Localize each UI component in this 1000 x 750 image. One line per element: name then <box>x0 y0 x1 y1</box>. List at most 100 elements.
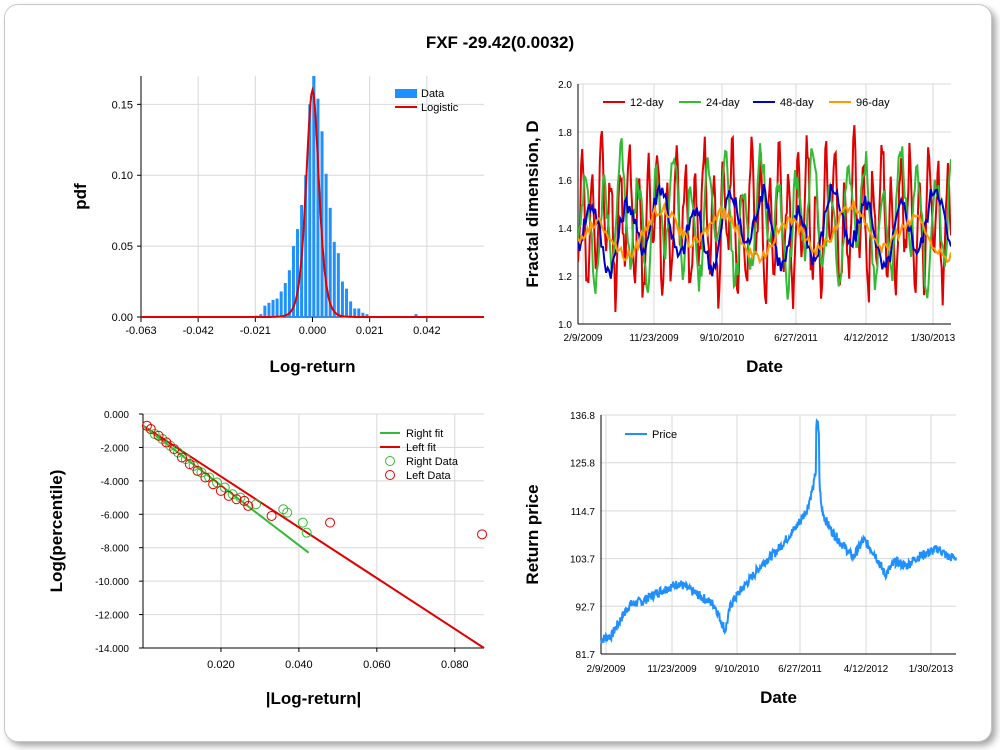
pdf-legend-swatch-data <box>395 89 417 98</box>
tail-point <box>145 424 156 435</box>
pdf-bar <box>283 282 287 317</box>
pdf-xtick-label: 0.042 <box>413 325 441 337</box>
pdf-bar <box>353 308 357 317</box>
price-line <box>600 417 957 644</box>
pdf-bar <box>340 281 344 317</box>
pdf-bar <box>316 98 320 318</box>
pdf-bar <box>275 298 279 317</box>
tail-fit-line <box>142 424 485 649</box>
tail-point <box>141 420 152 431</box>
tail-point <box>282 507 293 518</box>
tail-point <box>297 517 308 528</box>
fractal-series-group <box>578 125 951 313</box>
tail-ytick-label: -8.000 <box>101 544 130 555</box>
price-xtick-label: 6/27/2011 <box>778 664 822 675</box>
tail-ytick-label: -10.000 <box>95 577 129 588</box>
tail-point <box>161 437 172 448</box>
pdf-bar <box>308 104 312 318</box>
pdf-bar <box>357 308 361 317</box>
tail-legend-swatch <box>385 470 395 480</box>
pdf-ytick-label: 0.05 <box>112 241 133 253</box>
price-xtick-label: 11/23/2009 <box>647 664 697 675</box>
price-legend-label: Price <box>652 429 677 441</box>
fractal-ytick-label: 1.0 <box>558 320 572 331</box>
pdf-bar <box>271 299 275 317</box>
tail-point <box>239 495 250 506</box>
pdf-bar <box>279 291 283 317</box>
tail-point <box>153 430 164 441</box>
pdf-ylabel: pdf <box>71 183 90 210</box>
tail-point <box>184 459 195 470</box>
price-ytick-label: 114.7 <box>571 507 596 518</box>
pdf-xtick-label: 0.000 <box>299 325 327 337</box>
tail-point <box>157 434 168 445</box>
pdf-logistic-line <box>141 86 484 318</box>
fractal-legend-label: 96-day <box>856 97 890 109</box>
fractal-legend-label: 48-day <box>780 97 814 109</box>
pdf-bar <box>267 302 271 317</box>
tail-point <box>215 485 226 496</box>
price-ytick-label: 81.7 <box>576 650 596 661</box>
fractal-xtick-label: 11/23/2009 <box>629 333 679 344</box>
pdf-legend-label-logistic: Logistic <box>421 102 459 114</box>
fractal-xtick-label: 9/10/2010 <box>700 333 745 344</box>
price-ytick-label: 103.7 <box>570 555 595 566</box>
tail-ytick-label: 0.000 <box>104 410 129 421</box>
tail-xtick-label: 0.080 <box>441 659 469 671</box>
pdf-bar <box>259 314 263 317</box>
price-ytick-label: 125.8 <box>570 459 595 470</box>
page-title: FXF -29.42(0.0032) <box>425 33 575 52</box>
tail-point <box>243 500 254 511</box>
pdf-bar <box>349 301 353 317</box>
pdf-bar <box>336 253 340 317</box>
tail-point <box>165 440 176 451</box>
tail-point <box>231 494 242 505</box>
fractal-ytick-label: 1.8 <box>558 128 572 139</box>
tail-point <box>266 510 277 521</box>
pdf-bar <box>345 288 349 317</box>
price-xtick-label: 1/30/2013 <box>909 664 954 675</box>
fractal-line-96-day <box>578 200 951 265</box>
tail-xtick-label: 0.020 <box>207 659 235 671</box>
pdf-bar <box>291 246 295 317</box>
tail-legend-label: Left fit <box>406 442 436 454</box>
pdf-bar <box>263 305 267 317</box>
fractal-ytick-label: 1.4 <box>558 224 572 235</box>
tail-ytick-label: -4.000 <box>101 477 130 488</box>
tail-xtick-label: 0.040 <box>285 659 313 671</box>
pdf-bar <box>312 76 316 317</box>
tail-point <box>200 472 211 483</box>
pdf-legend-label-data: Data <box>421 88 445 100</box>
price-xtick-label: 4/12/2012 <box>844 664 889 675</box>
tail-ytick-label: -6.000 <box>101 510 130 521</box>
pdf-bar <box>296 229 300 317</box>
price-xlabel: Date <box>760 688 797 707</box>
price-xtick-label: 9/10/2010 <box>715 664 760 675</box>
fractal-xlabel: Date <box>746 357 783 376</box>
tail-point <box>169 444 180 455</box>
pdf-bar <box>287 270 291 317</box>
pdf-bar <box>365 314 369 317</box>
pdf-bar <box>361 312 365 317</box>
pdf-xtick-label: -0.063 <box>125 325 156 337</box>
tail-point <box>219 482 230 493</box>
chart-frame <box>4 4 992 742</box>
pdf-bar <box>414 314 418 317</box>
fractal-xtick-label: 6/27/2011 <box>774 333 818 344</box>
fractal-xtick-label: 4/12/2012 <box>844 333 889 344</box>
tail-point <box>173 447 184 458</box>
tail-fit-line <box>142 424 310 554</box>
fractal-ylabel: Fractal dimension, D <box>523 120 542 287</box>
pdf-bar <box>332 241 336 317</box>
fractal-legend-label: 24-day <box>706 97 740 109</box>
fractal-ytick-label: 1.6 <box>558 176 572 187</box>
price-ytick-label: 92.7 <box>576 602 596 613</box>
tail-xlabel: |Log-return| <box>266 689 361 708</box>
tail-point <box>251 499 262 510</box>
pdf-bar <box>324 173 328 317</box>
tail-point <box>192 465 203 476</box>
tail-xtick-label: 0.060 <box>363 659 391 671</box>
price-ytick-label: 136.8 <box>570 411 595 422</box>
pdf-xlabel: Log-return <box>270 357 356 376</box>
tail-point <box>477 529 488 540</box>
